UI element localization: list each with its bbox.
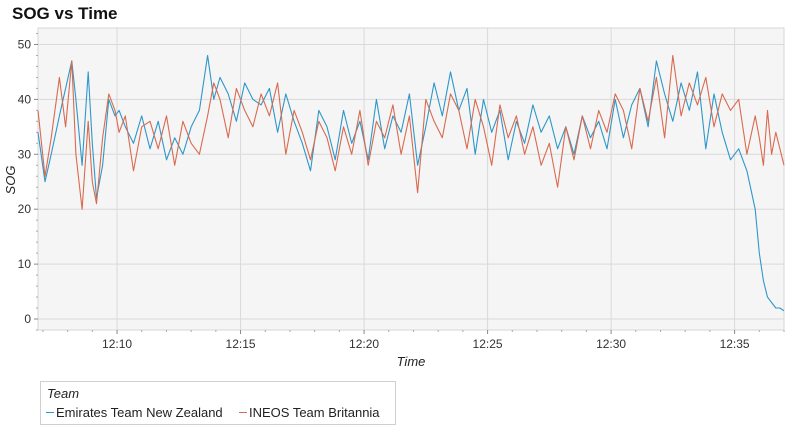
x-tick-labels: 12:10 12:15 12:20 12:25 12:30 12:35 xyxy=(102,330,750,351)
legend: Team Emirates Team New Zealand INEOS Tea… xyxy=(40,381,396,425)
x-tick-label: 12:30 xyxy=(596,337,626,351)
legend-item-ineos-team-britannia[interactable]: INEOS Team Britannia xyxy=(239,405,380,420)
x-tick-label: 12:35 xyxy=(720,337,750,351)
y-tick-label: 20 xyxy=(18,202,32,216)
grid-lines xyxy=(38,28,784,330)
x-tick-label: 12:15 xyxy=(226,337,256,351)
y-tick-label: 0 xyxy=(24,312,31,326)
plot-background xyxy=(37,27,785,331)
legend-label-ineos: INEOS Team Britannia xyxy=(249,405,380,420)
x-axis-label: Time xyxy=(397,354,426,369)
y-tick-label: 40 xyxy=(18,92,32,106)
y-tick-label: 50 xyxy=(18,37,32,51)
y-tick-label: 10 xyxy=(18,257,32,271)
legend-swatch-emirates xyxy=(46,411,54,414)
legend-title: Team xyxy=(47,386,80,401)
legend-label-emirates: Emirates Team New Zealand xyxy=(56,405,223,420)
series-lines xyxy=(37,54,785,312)
y-tick-labels: 0 10 20 30 40 50 xyxy=(18,37,38,326)
y-axis-label: SOG xyxy=(3,166,18,195)
series-line-emirates-team-new-zealand xyxy=(37,54,785,312)
x-tick-label: 12:25 xyxy=(473,337,503,351)
legend-swatch-ineos xyxy=(239,411,247,414)
y-tick-label: 30 xyxy=(18,147,32,161)
series-line-ineos-team-britannia xyxy=(37,54,785,210)
legend-item-emirates-team-new-zealand[interactable]: Emirates Team New Zealand xyxy=(46,405,223,420)
minor-ticks xyxy=(36,32,785,332)
x-tick-label: 12:20 xyxy=(349,337,379,351)
x-tick-label: 12:10 xyxy=(102,337,132,351)
chart-title: SOG vs Time xyxy=(12,4,118,23)
